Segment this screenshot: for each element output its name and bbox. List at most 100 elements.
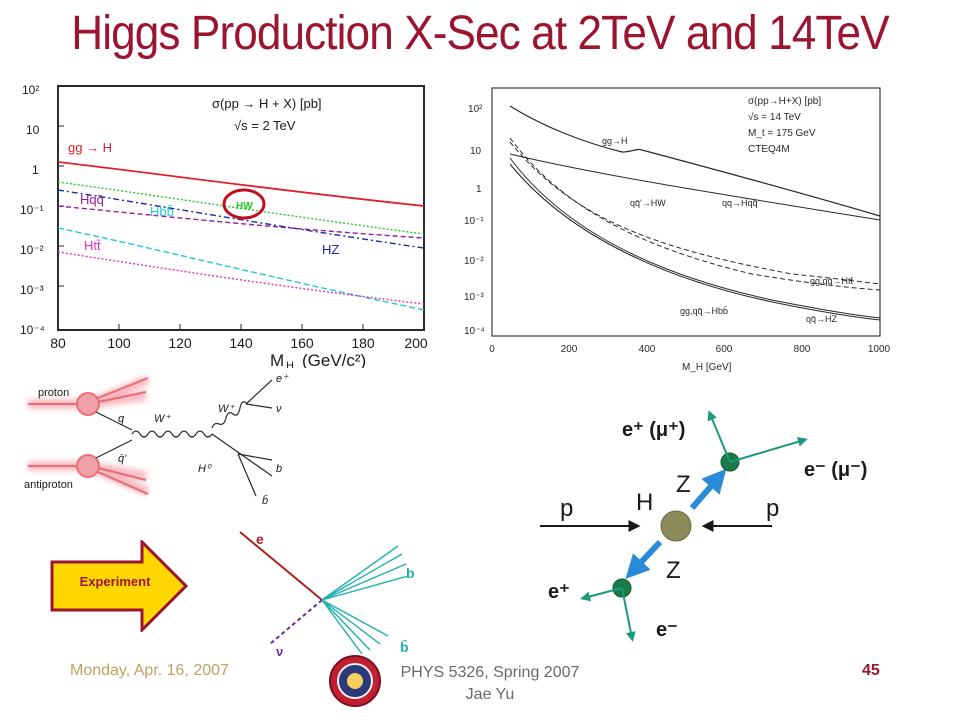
x-tick-label: 100 (107, 335, 131, 351)
experiment-arrow: Experiment (50, 538, 190, 634)
y-tick-label: 10 (470, 146, 482, 157)
bottom-electron-label: e⁻ (656, 619, 678, 641)
x-tick-label: 400 (639, 344, 656, 355)
legend-line: √s = 14 TeV (748, 111, 801, 123)
w-boson-label-2: W⁺ (218, 403, 235, 415)
y-tick-label: 10⁻⁴ (464, 326, 485, 337)
curve-hz (509, 157, 881, 319)
x-tick-label: 160 (290, 335, 314, 351)
curve-hbb (57, 227, 425, 311)
y-tick-label: 1 (32, 163, 39, 177)
legend-line: σ(pp → H + X) [pb] (212, 96, 322, 111)
x-axis-title: M_H [GeV] (682, 362, 732, 373)
experiment-label: Experiment (79, 574, 151, 589)
z-boson-top-label: Z (676, 471, 691, 498)
curve-hz (57, 189, 425, 249)
anti-b-quark-label: b̄ (262, 494, 268, 507)
label-hqq: Hqq̄ (80, 192, 104, 207)
electron-label: e (256, 531, 264, 547)
bottom-positron-label: e⁺ (548, 581, 570, 603)
legend-text: σ(pp → H + X) [pb] √s = 2 TeV (212, 96, 322, 133)
higgs-zz-decay-diagram: p p H Z Z e⁺ (μ⁺) e⁻ (μ⁻) e⁺ e⁻ (540, 410, 867, 642)
z-boson-bottom-label: Z (666, 557, 681, 584)
x-tick-label: 140 (229, 335, 253, 351)
label-htt: Htt̄ (84, 238, 101, 253)
legend-line: σ(pp→H+X) [pb] (748, 96, 821, 107)
x-tick-label: 200 (561, 344, 578, 355)
legend-line: √s = 2 TeV (234, 118, 296, 133)
y-tick-labels: 10² 10 1 10⁻¹ 10⁻² 10⁻³ 10⁻⁴ (464, 104, 485, 337)
label-hw: HW (236, 201, 253, 212)
y-tick-label: 10⁻² (20, 243, 44, 257)
x-tick-label: 120 (168, 335, 192, 351)
proton-blob (76, 392, 100, 416)
cross-section-plot-2tev: 10² 10 1 10⁻¹ 10⁻² 10⁻³ 10⁻⁴ 80 100 120 … (12, 78, 430, 368)
lepton-track-bottom-left (580, 587, 623, 602)
x-tick-label: 800 (794, 344, 811, 355)
x-axis-title: M H (GeV/c²) (270, 351, 366, 368)
w-boson-label: W⁺ (154, 413, 171, 425)
proton-label: proton (38, 387, 69, 399)
y-tick-label: 10⁻³ (20, 283, 44, 297)
y-tick-label: 10⁻¹ (20, 203, 44, 217)
curve-gg-h (57, 161, 425, 207)
label-hbb: Hbb̄ (150, 204, 174, 219)
positron-label: e⁺ (276, 373, 289, 385)
hw-highlight-circle (222, 188, 266, 220)
page-number: 45 (862, 662, 880, 679)
z-boson-arrow-up (689, 468, 727, 510)
label-gg-h: gg → H (68, 140, 112, 155)
b-jet-tracks (321, 545, 409, 655)
x-tick-labels: 0 200 400 600 800 1000 (489, 344, 890, 355)
svg-text:H: H (286, 360, 294, 368)
label-hz: HZ (322, 242, 339, 257)
cross-section-plot-14tev: 10² 10 1 10⁻¹ 10⁻² 10⁻³ 10⁻⁴ 0 200 400 6… (452, 78, 900, 376)
curve-hqq (57, 205, 425, 239)
curve-hbb (509, 163, 881, 321)
antiproton-label: antiproton (24, 479, 73, 491)
proton-right-label: p (766, 495, 779, 522)
curve-hw (509, 153, 881, 221)
z-boson-arrow-down (625, 539, 663, 580)
label-hbb: gg,qq̄→Hbb̄ (680, 306, 728, 316)
higgs-node (660, 510, 692, 542)
higgs-label: H⁰ (198, 463, 212, 475)
x-tick-label: 180 (351, 335, 375, 351)
curve-gg-h (509, 105, 881, 217)
x-tick-labels: 80 100 120 140 160 180 200 (50, 335, 428, 351)
legend-line: M_t = 175 GeV (748, 128, 816, 139)
footer-course-name: PHYS 5326, Spring 2007 (400, 664, 580, 681)
x-tick-label: 0 (489, 344, 495, 355)
neutrino-label: ν (276, 644, 283, 659)
label-hqq: qq→Hqq̄ (722, 198, 758, 208)
plot-frame (491, 87, 881, 337)
label-htt: gg,qq̄→Htt̄ (810, 276, 854, 286)
y-tick-label: 10⁻² (464, 256, 484, 267)
svg-text:(GeV/c²): (GeV/c²) (302, 351, 366, 368)
footer-author: Jae Yu (465, 686, 515, 703)
legend-line: CTEQ4M (748, 144, 790, 155)
y-tick-label: 10² (468, 104, 483, 115)
anti-b-jet-label: b̄ (400, 638, 409, 655)
svg-text:M: M (270, 351, 284, 368)
lepton-track-bottom-down (621, 587, 636, 642)
y-tick-label: 10 (26, 123, 40, 137)
quark-label: q (118, 413, 125, 425)
electron-track (239, 531, 323, 601)
b-quark-label: b (276, 463, 282, 475)
footer-course: PHYS 5326, Spring 2007 Jae Yu (390, 662, 590, 706)
x-tick-label: 80 (50, 335, 66, 351)
university-seal-icon (329, 655, 381, 707)
top-right-lepton-label: e⁻ (μ⁻) (804, 459, 867, 481)
x-tick-label: 200 (404, 335, 428, 351)
feynman-diagram: proton antiproton q q̄' W⁺ W⁺ H⁰ e⁺ ν b … (24, 373, 289, 507)
b-jet-label: b (406, 565, 415, 581)
x-tick-label: 600 (716, 344, 733, 355)
proton-left-label: p (560, 495, 573, 522)
antiproton-blob (76, 454, 100, 478)
experiment-arrow-shape (50, 538, 189, 634)
x-tick-label: 1000 (868, 344, 891, 355)
y-tick-labels: 10² 10 1 10⁻¹ 10⁻² 10⁻³ 10⁻⁴ (20, 83, 45, 337)
curve-htt (509, 137, 881, 291)
y-tick-label: 10⁻³ (464, 292, 484, 303)
